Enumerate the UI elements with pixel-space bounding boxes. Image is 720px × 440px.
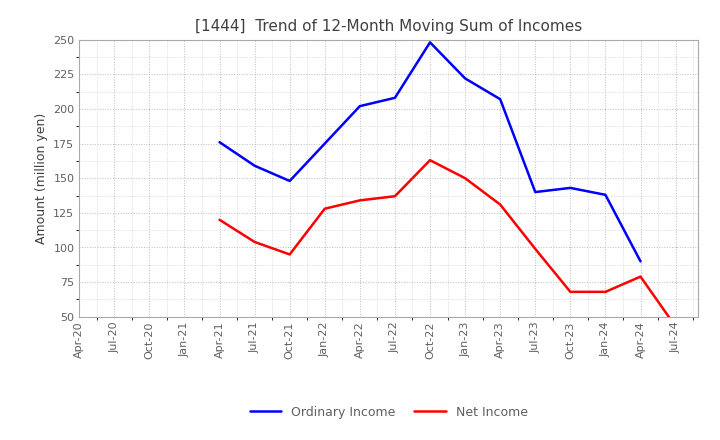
Ordinary Income (636, 259, 645, 264)
Net Income (531, 246, 539, 252)
Ordinary Income (601, 192, 610, 198)
Net Income (285, 252, 294, 257)
Net Income (356, 198, 364, 203)
Ordinary Income (285, 178, 294, 183)
Net Income (251, 239, 259, 245)
Ordinary Income (531, 189, 539, 194)
Ordinary Income (320, 141, 329, 146)
Net Income (391, 194, 400, 199)
Net Income (461, 176, 469, 181)
Net Income (426, 158, 434, 163)
Ordinary Income (215, 139, 224, 145)
Net Income (566, 289, 575, 294)
Net Income (636, 274, 645, 279)
Line: Ordinary Income: Ordinary Income (220, 42, 641, 261)
Legend: Ordinary Income, Net Income: Ordinary Income, Net Income (245, 401, 533, 424)
Net Income (496, 202, 505, 207)
Ordinary Income (496, 96, 505, 102)
Ordinary Income (356, 103, 364, 109)
Ordinary Income (426, 40, 434, 45)
Ordinary Income (391, 95, 400, 100)
Ordinary Income (461, 76, 469, 81)
Ordinary Income (251, 163, 259, 169)
Ordinary Income (566, 185, 575, 191)
Net Income (215, 217, 224, 222)
Net Income (671, 324, 680, 329)
Net Income (601, 289, 610, 294)
Y-axis label: Amount (million yen): Amount (million yen) (35, 113, 48, 244)
Title: [1444]  Trend of 12-Month Moving Sum of Incomes: [1444] Trend of 12-Month Moving Sum of I… (195, 19, 582, 34)
Net Income (320, 206, 329, 211)
Line: Net Income: Net Income (220, 160, 675, 326)
